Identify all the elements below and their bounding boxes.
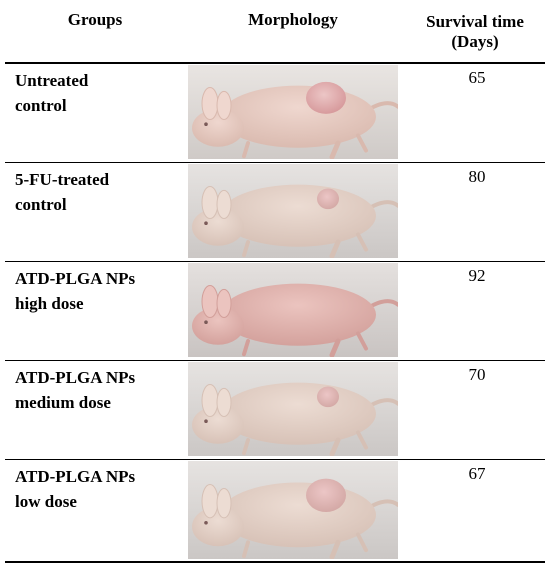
mouse-leg [356, 532, 368, 553]
mouse-photo [188, 164, 398, 258]
mouse-tail [368, 398, 398, 408]
mouse-leg [242, 141, 250, 159]
mouse-head [192, 208, 244, 246]
table-row: ATD-PLGA NPs medium dose 70 [5, 361, 545, 460]
header-survival-line1: Survival time [426, 12, 524, 31]
mouse-body [220, 85, 376, 148]
mouse-tail [368, 200, 398, 210]
mouse-ear [216, 288, 232, 319]
mouse-ear [201, 285, 219, 319]
mouse-leg [356, 430, 368, 450]
results-table: Groups Morphology Survival time (Days) U… [5, 0, 545, 563]
mouse-leg [329, 338, 341, 357]
mouse-leg [242, 339, 250, 357]
mouse-tail [368, 499, 398, 509]
tumor-mass [306, 478, 346, 512]
tumor-mass [306, 81, 346, 114]
mouse-leg [242, 438, 250, 456]
mouse-eye [204, 520, 208, 525]
mouse-head [192, 507, 244, 547]
mouse-body [220, 482, 376, 548]
mouse-ear [201, 484, 219, 519]
survival-value: 67 [468, 464, 486, 483]
mouse-ear [216, 189, 232, 220]
mouse-eye [204, 122, 208, 127]
survival-value: 80 [468, 167, 486, 186]
mouse-leg [356, 331, 368, 351]
mouse-eye [204, 419, 208, 424]
tumor-mass [317, 386, 339, 408]
table-row: ATD-PLGA NPs high dose 92 [5, 262, 545, 361]
table-row: 5-FU-treated control 80 [5, 163, 545, 262]
mouse-leg [329, 239, 341, 258]
mouse-ear [201, 186, 219, 220]
header-morphology: Morphology [248, 10, 338, 29]
mouse-leg [242, 240, 250, 258]
mouse-leg [329, 437, 341, 456]
mouse-eye [204, 221, 208, 226]
header-groups: Groups [67, 10, 123, 29]
group-name: ATD-PLGA NPs low dose [15, 467, 136, 511]
group-name: ATD-PLGA NPs high dose [15, 269, 136, 313]
mouse-leg [329, 539, 341, 559]
header-survival-line2: (Days) [451, 32, 499, 51]
mouse-head [192, 406, 244, 444]
survival-value: 70 [468, 365, 486, 384]
header-survival: Survival time (Days) [405, 12, 545, 52]
group-name: 5-FU-treated control [15, 170, 110, 214]
mouse-ear [201, 87, 219, 121]
mouse-head [192, 109, 244, 147]
survival-value: 92 [468, 266, 486, 285]
mouse-body [220, 184, 376, 247]
table-row: ATD-PLGA NPs low dose 67 [5, 460, 545, 563]
mouse-ear [216, 387, 232, 418]
mouse-photo [188, 362, 398, 456]
mouse-leg [329, 140, 341, 159]
mouse-tail [368, 299, 398, 309]
mouse-leg [242, 540, 250, 559]
mouse-eye [204, 320, 208, 325]
mouse-ear [201, 384, 219, 418]
mouse-photo [188, 263, 398, 357]
mouse-ear [216, 487, 232, 519]
mouse-body [220, 382, 376, 445]
mouse-head [192, 307, 244, 345]
mouse-photo [188, 461, 398, 559]
mouse-leg [356, 232, 368, 252]
table-header: Groups Morphology Survival time (Days) [5, 0, 545, 64]
group-name: ATD-PLGA NPs medium dose [15, 368, 136, 412]
group-name: Untreated control [15, 71, 89, 115]
mouse-leg [356, 133, 368, 153]
table-row: Untreated control 65 [5, 64, 545, 163]
mouse-body [220, 283, 376, 346]
mouse-photo [188, 65, 398, 159]
survival-value: 65 [468, 68, 486, 87]
mouse-ear [216, 90, 232, 121]
tumor-mass [317, 188, 339, 210]
mouse-tail [368, 101, 398, 111]
